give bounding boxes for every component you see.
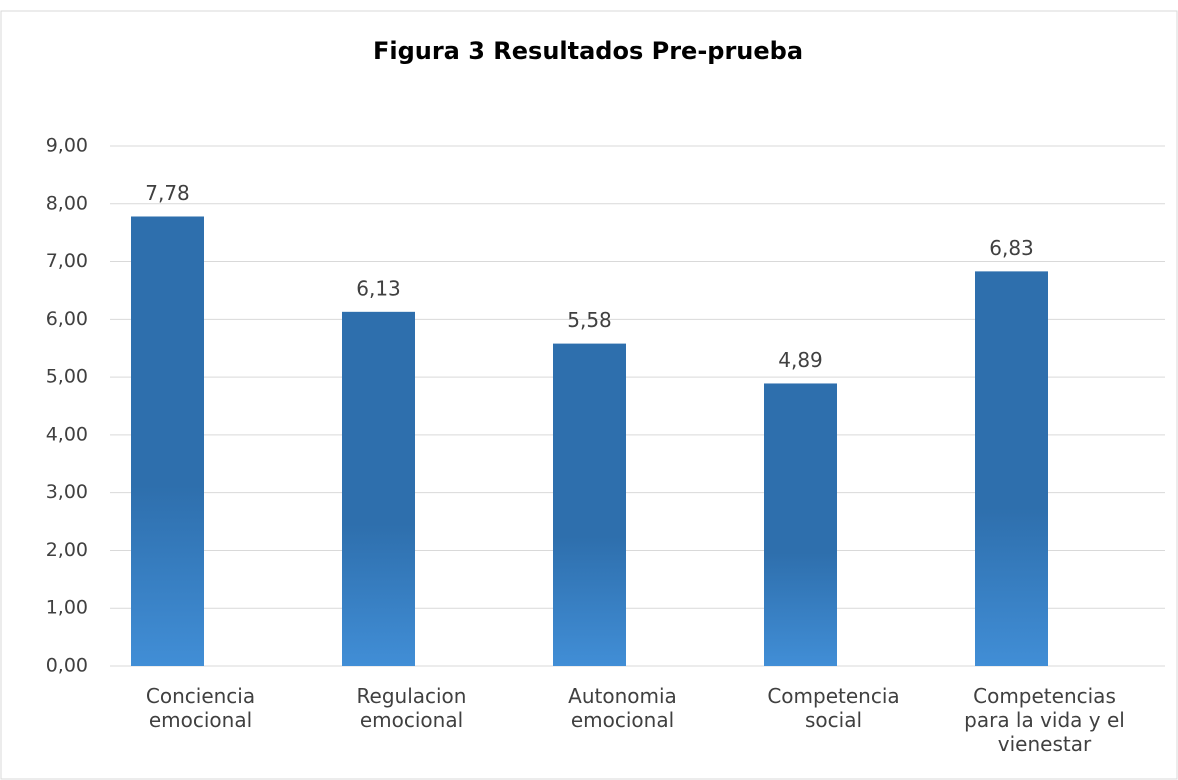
x-tick-label: Conciencia emocional <box>145 684 256 732</box>
bar <box>975 271 1048 666</box>
y-tick-label: 6,00 <box>46 308 88 330</box>
bar <box>553 343 626 666</box>
bar <box>764 383 837 666</box>
x-tick-label: Regulacion emocional <box>356 684 467 732</box>
x-tick-label: Competencia social <box>767 684 900 732</box>
y-tick-label: 9,00 <box>46 135 88 157</box>
y-tick-label: 4,00 <box>46 423 88 445</box>
y-tick-label: 5,00 <box>46 366 88 388</box>
y-tick-label: 7,00 <box>46 250 88 272</box>
chart-title: Figura 3 Resultados Pre-prueba <box>373 37 803 65</box>
value-label: 6,13 <box>356 276 401 300</box>
x-tick-label: Autonomia emocional <box>568 684 677 732</box>
value-label: 6,83 <box>989 236 1034 260</box>
y-tick-label: 2,00 <box>46 539 88 561</box>
value-label: 7,78 <box>145 181 190 205</box>
chart-border <box>0 10 1178 780</box>
x-tick-label: Competencias para la vida y el vienestar <box>964 684 1125 756</box>
bar <box>342 311 415 666</box>
y-tick-label: 8,00 <box>46 192 88 214</box>
value-label: 5,58 <box>567 308 612 332</box>
y-tick-label: 1,00 <box>46 597 88 619</box>
bar <box>131 216 204 666</box>
y-tick-label: 0,00 <box>46 655 88 677</box>
y-tick-label: 3,00 <box>46 481 88 503</box>
value-label: 4,89 <box>778 348 823 372</box>
